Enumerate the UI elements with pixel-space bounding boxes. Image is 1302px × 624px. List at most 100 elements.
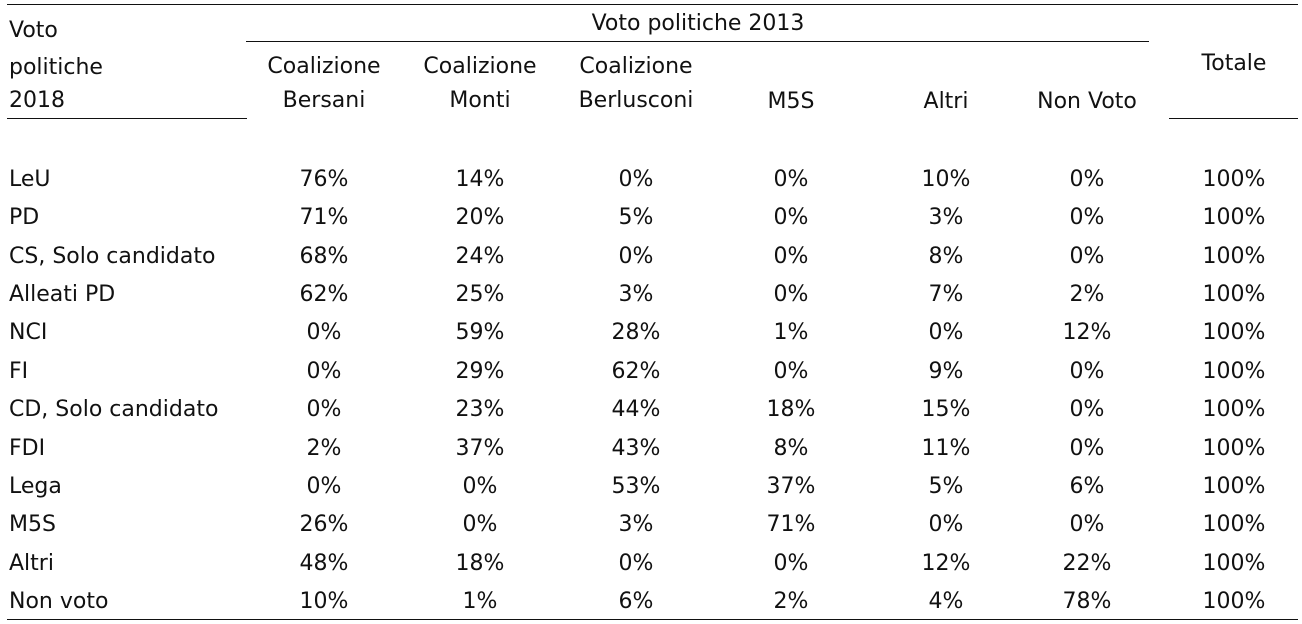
table-cell: 0% bbox=[462, 512, 498, 537]
row-label: NCI bbox=[9, 320, 48, 345]
group-header-rule bbox=[246, 41, 1149, 42]
table-cell: 23% bbox=[455, 397, 505, 422]
table-cell: 43% bbox=[611, 436, 661, 461]
table-cell: 8% bbox=[773, 436, 809, 461]
table-cell: 1% bbox=[462, 589, 498, 614]
row-label: CS, Solo candidato bbox=[9, 244, 216, 269]
table-cell: 0% bbox=[306, 359, 342, 384]
table-cell: 15% bbox=[921, 397, 971, 422]
table-cell: 12% bbox=[1062, 320, 1112, 345]
table-cell: 24% bbox=[455, 244, 505, 269]
table-cell: 0% bbox=[462, 474, 498, 499]
table-cell: 2% bbox=[1069, 282, 1105, 307]
table-cell: 0% bbox=[306, 320, 342, 345]
row-total: 100% bbox=[1202, 282, 1266, 307]
table-cell: 0% bbox=[1069, 512, 1105, 537]
table-cell: 71% bbox=[766, 512, 816, 537]
table-cell: 6% bbox=[618, 589, 654, 614]
table-cell: 0% bbox=[1069, 436, 1105, 461]
table-cell: 11% bbox=[921, 436, 971, 461]
table-cell: 0% bbox=[928, 320, 964, 345]
col-header-berlusconi-line-2: Berlusconi bbox=[578, 88, 694, 113]
table-cell: 26% bbox=[299, 512, 349, 537]
table-cell: 1% bbox=[773, 320, 809, 345]
table-cell: 22% bbox=[1062, 551, 1112, 576]
row-total: 100% bbox=[1202, 320, 1266, 345]
row-label: PD bbox=[9, 205, 40, 230]
table-cell: 0% bbox=[306, 474, 342, 499]
table-cell: 14% bbox=[455, 167, 505, 192]
table-cell: 3% bbox=[928, 205, 964, 230]
row-label: Lega bbox=[9, 474, 62, 499]
table-cell: 62% bbox=[299, 282, 349, 307]
row-label: Alleati PD bbox=[9, 282, 116, 307]
row-label: LeU bbox=[9, 167, 51, 192]
row-label-header-rule bbox=[7, 118, 247, 119]
table-cell: 18% bbox=[455, 551, 505, 576]
table-cell: 0% bbox=[773, 167, 809, 192]
table-cell: 0% bbox=[306, 397, 342, 422]
table-cell: 0% bbox=[773, 551, 809, 576]
col-header-monti-line-2: Monti bbox=[449, 88, 511, 113]
row-label: M5S bbox=[9, 512, 56, 537]
col-header-monti-line-1: Coalizione bbox=[423, 54, 537, 79]
row-total: 100% bbox=[1202, 359, 1266, 384]
group-title: Voto politiche 2013 bbox=[591, 11, 805, 36]
row-total: 100% bbox=[1202, 397, 1266, 422]
table-cell: 0% bbox=[928, 512, 964, 537]
row-label: Altri bbox=[9, 551, 54, 576]
col-header-berlusconi: Coalizione Berlusconi bbox=[579, 50, 694, 118]
table-cell: 9% bbox=[928, 359, 964, 384]
table-cell: 0% bbox=[1069, 205, 1105, 230]
row-label: FI bbox=[9, 359, 29, 384]
table-cell: 48% bbox=[299, 551, 349, 576]
table-cell: 8% bbox=[928, 244, 964, 269]
table-cell: 37% bbox=[455, 436, 505, 461]
row-total: 100% bbox=[1202, 512, 1266, 537]
bottom-rule bbox=[7, 619, 1298, 620]
row-total: 100% bbox=[1202, 436, 1266, 461]
table-cell: 53% bbox=[611, 474, 661, 499]
col-header-totale: Totale bbox=[1201, 51, 1267, 76]
table-cell: 0% bbox=[618, 167, 654, 192]
table-cell: 12% bbox=[921, 551, 971, 576]
table-cell: 10% bbox=[299, 589, 349, 614]
table-cell: 62% bbox=[611, 359, 661, 384]
table-cell: 68% bbox=[299, 244, 349, 269]
row-total: 100% bbox=[1202, 167, 1266, 192]
table-cell: 2% bbox=[773, 589, 809, 614]
table-cell: 4% bbox=[928, 589, 964, 614]
table-cell: 0% bbox=[1069, 397, 1105, 422]
col-header-bersani-line-1: Coalizione bbox=[267, 54, 381, 79]
col-header-m5s: M5S bbox=[767, 89, 815, 114]
table-cell: 5% bbox=[928, 474, 964, 499]
table-cell: 78% bbox=[1062, 589, 1112, 614]
table-cell: 2% bbox=[306, 436, 342, 461]
table-cell: 59% bbox=[455, 320, 505, 345]
table-cell: 0% bbox=[773, 359, 809, 384]
table-cell: 25% bbox=[455, 282, 505, 307]
row-label: Non voto bbox=[9, 589, 109, 614]
row-total: 100% bbox=[1202, 205, 1266, 230]
table-cell: 44% bbox=[611, 397, 661, 422]
table-cell: 10% bbox=[921, 167, 971, 192]
row-label-header-line-3: 2018 bbox=[9, 88, 65, 113]
col-header-bersani: Coalizione Bersani bbox=[267, 50, 380, 118]
table-cell: 18% bbox=[766, 397, 816, 422]
row-total: 100% bbox=[1202, 551, 1266, 576]
table-cell: 6% bbox=[1069, 474, 1105, 499]
row-label-header-line-1: Voto bbox=[9, 18, 58, 43]
table-cell: 7% bbox=[928, 282, 964, 307]
table-cell: 0% bbox=[618, 244, 654, 269]
row-total: 100% bbox=[1202, 474, 1266, 499]
table-cell: 29% bbox=[455, 359, 505, 384]
table-cell: 3% bbox=[618, 282, 654, 307]
table-cell: 0% bbox=[773, 205, 809, 230]
top-rule bbox=[7, 4, 1298, 5]
table-cell: 0% bbox=[1069, 167, 1105, 192]
col-header-non-voto: Non Voto bbox=[1037, 89, 1137, 114]
col-header-altri: Altri bbox=[923, 89, 969, 114]
table-cell: 0% bbox=[1069, 244, 1105, 269]
table-cell: 37% bbox=[766, 474, 816, 499]
total-header-rule bbox=[1169, 118, 1298, 119]
